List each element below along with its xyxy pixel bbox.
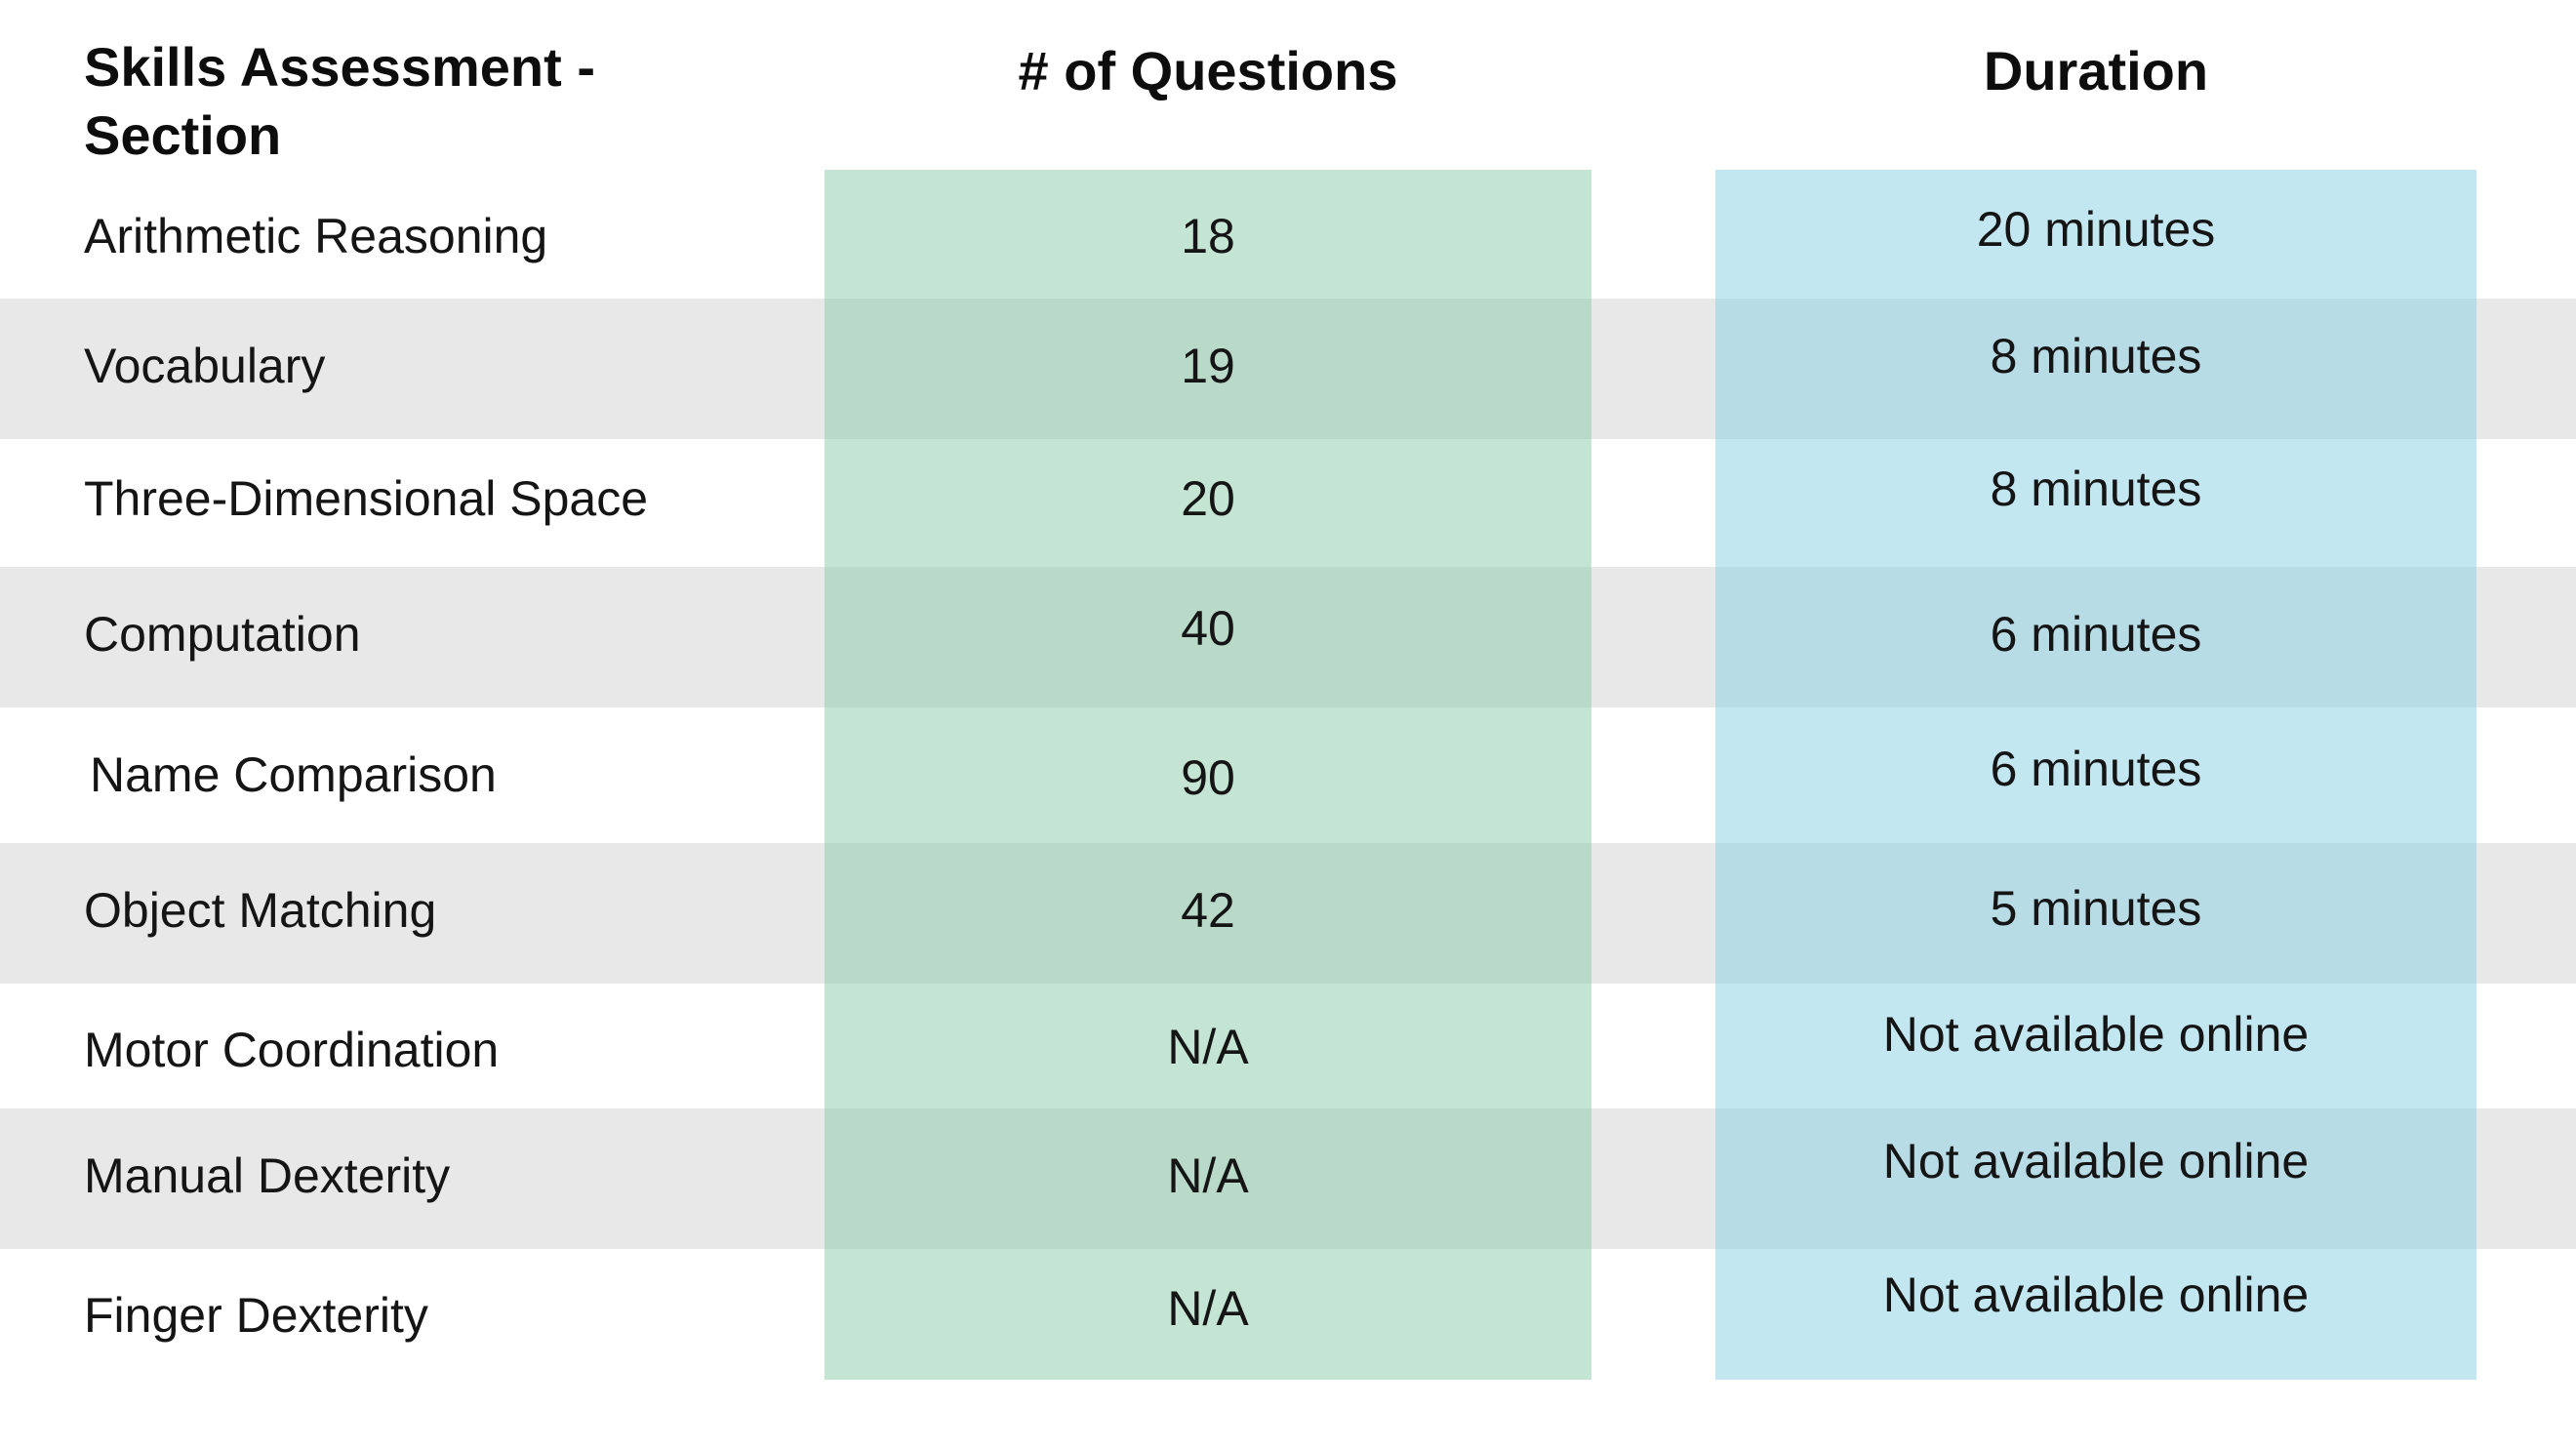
duration-column-background <box>1715 170 2476 1380</box>
duration-column-header: Duration <box>1983 40 2209 101</box>
duration-value: Not available online <box>1882 1268 2310 1322</box>
duration-value: 6 minutes <box>1990 607 2202 662</box>
question-count: 18 <box>1181 209 1235 263</box>
duration-value: 5 minutes <box>1990 881 2202 936</box>
section-name: Vocabulary <box>84 339 326 393</box>
section-name: Three-Dimensional Space <box>84 471 649 526</box>
question-count: N/A <box>1167 1148 1249 1203</box>
questions-column-header: # of Questions <box>1018 40 1398 101</box>
question-count: 40 <box>1181 601 1235 656</box>
question-count: 42 <box>1181 883 1235 938</box>
duration-value: 8 minutes <box>1990 462 2202 516</box>
duration-value: 6 minutes <box>1990 742 2202 796</box>
question-count: 20 <box>1181 471 1235 526</box>
section-column-header: Skills Assessment - Section <box>84 36 595 166</box>
section-name: Arithmetic Reasoning <box>84 209 548 263</box>
section-name: Motor Coordination <box>84 1023 500 1077</box>
section-name: Object Matching <box>84 883 437 938</box>
question-count: 90 <box>1181 750 1235 805</box>
duration-value: 8 minutes <box>1990 329 2202 383</box>
section-name: Name Comparison <box>90 747 497 802</box>
question-count: 19 <box>1181 339 1235 393</box>
questions-column-background <box>825 170 1591 1380</box>
section-name: Finger Dexterity <box>84 1288 428 1343</box>
question-count: N/A <box>1167 1020 1249 1074</box>
duration-value: Not available online <box>1882 1007 2310 1062</box>
section-name: Computation <box>84 607 361 662</box>
duration-value: 20 minutes <box>1976 202 2216 257</box>
duration-value: Not available online <box>1882 1134 2310 1188</box>
section-name: Manual Dexterity <box>84 1148 451 1203</box>
question-count: N/A <box>1167 1281 1249 1336</box>
